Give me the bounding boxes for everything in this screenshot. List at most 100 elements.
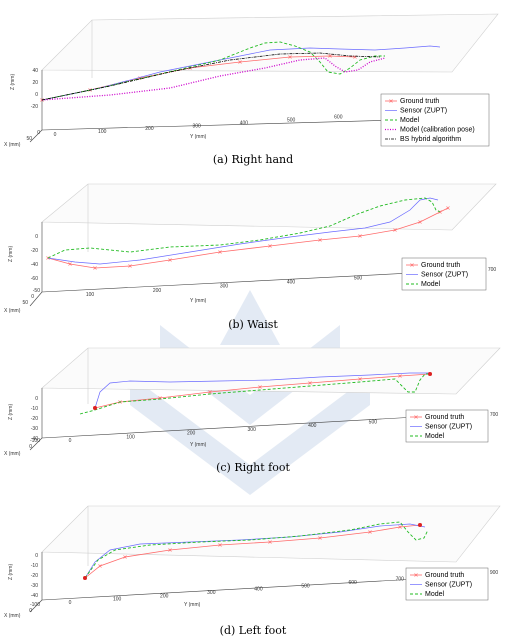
series-d: [83, 521, 429, 580]
legend-label-c-model: Model: [425, 433, 445, 440]
z-tick-b-3: -60: [31, 276, 38, 282]
series-point-c-ground_truth-5: [308, 381, 312, 385]
legend-label-d-sensor: Sensor (ZUPT): [425, 582, 472, 589]
x-tick-b-0: -50: [33, 288, 40, 294]
y-tick-b-2: 300: [220, 284, 229, 290]
y-tick-a-0: 0: [54, 132, 57, 138]
z-tick-d-3: -30: [31, 583, 38, 589]
y-tick-a-4: 400: [240, 120, 249, 126]
legend-marker-b-ground_truth: [410, 263, 414, 267]
endpoint-marker-d-0: [83, 576, 87, 580]
series-point-b-ground_truth-9: [393, 228, 397, 232]
series-point-d-ground_truth-4: [218, 543, 222, 547]
z-tick-a-1: 20: [32, 80, 38, 86]
y-tick-c-7: 700: [490, 412, 499, 418]
series-point-c-ground_truth-7: [398, 374, 402, 378]
z-tick-b-2: -40: [31, 262, 38, 268]
xlabel-c: X (mm): [4, 451, 21, 457]
y-tick-d-2: 200: [160, 593, 169, 599]
series-point-d-ground_truth-6: [318, 536, 322, 540]
y-tick-c-2: 200: [187, 431, 196, 437]
series-point-b-ground_truth-4: [168, 258, 172, 262]
series-point-b-ground_truth-6: [268, 244, 272, 248]
legend-a: Ground truth Sensor (ZUPT) Model Model (cal…: [380, 93, 490, 147]
series-line-b-model: [47, 197, 441, 259]
caption-a: (a) Right hand: [212, 153, 294, 166]
y-tick-a-6: 600: [334, 115, 343, 121]
caption-d: (d) Left foot: [219, 624, 287, 637]
z-tick-d-0: 0: [35, 553, 38, 559]
z-tick-a-2: 0: [35, 92, 38, 98]
y-tick-a-3: 300: [192, 123, 201, 129]
caption-b: (b) Waist: [228, 318, 278, 331]
y-tick-a-5: 500: [287, 118, 296, 124]
legend-label-a-ground_truth: Ground truth: [400, 98, 439, 105]
xlabel-b: X (mm): [4, 308, 21, 314]
y-tick-c-0: 0: [69, 438, 72, 444]
series-b: [46, 197, 450, 270]
z-tick-a-3: -20: [31, 104, 38, 110]
series-point-d-ground_truth-2: [123, 555, 127, 559]
endpoint-marker-d-1: [418, 523, 422, 527]
legend-marker-c-ground_truth: [414, 415, 418, 419]
series-line-b-sensor: [47, 197, 439, 265]
legend-b: Ground truth Sensor (ZUPT) Model: [401, 257, 487, 291]
ylabel-a: Y (mm): [190, 134, 207, 140]
y-tick-d-7: 700: [396, 577, 405, 583]
y-tick-b-1: 200: [153, 288, 162, 294]
z-tick-c-3: -30: [31, 426, 38, 432]
series-point-d-ground_truth-5: [268, 540, 272, 544]
series-point-c-ground_truth-6: [358, 377, 362, 381]
series-point-d-ground_truth-7: [368, 530, 372, 534]
legend-label-d-ground_truth: Ground truth: [425, 572, 464, 579]
zlabel-b: Z (mm): [8, 246, 14, 262]
y-tick-d-1: 100: [113, 597, 122, 603]
z-tick-d-2: -20: [31, 573, 38, 579]
legend-label-c-sensor: Sensor (ZUPT): [425, 424, 472, 431]
series-line-a-model: [41, 41, 385, 101]
y-tick-d-0: 0: [69, 600, 72, 606]
xlabel-d: X (mm): [4, 613, 21, 619]
zlabel-d: Z (mm): [8, 564, 14, 580]
legend-label-a-sensor: Sensor (ZUPT): [400, 108, 447, 115]
series-point-d-ground_truth-3: [168, 548, 172, 552]
legend-d: Ground truth Sensor (ZUPT) Model: [405, 567, 489, 601]
zlabel-a: Z (mm): [10, 74, 16, 90]
y-tick-d-6: 600: [348, 580, 357, 586]
y-tick-b-4: 500: [354, 275, 363, 281]
legend-marker-d-ground_truth: [414, 573, 418, 577]
x-tick-d-0: -100: [30, 602, 40, 608]
ylabel-d: Y (mm): [184, 602, 201, 608]
series-point-b-ground_truth-5: [218, 250, 222, 254]
series-line-a-sensor: [41, 45, 441, 101]
legend-label-b-model: Model: [421, 281, 441, 288]
legend-label-a-model_calib: Model (calibration pose): [400, 127, 475, 134]
z-ticks-c: 0 -10 -20 -30 -40: [31, 396, 38, 442]
caption-c: (c) Right foot: [216, 461, 290, 474]
legend-c: Ground truth Sensor (ZUPT) Model: [405, 409, 489, 443]
z-tick-c-4: -40: [31, 436, 38, 442]
x-tick-b-2: 50: [22, 300, 28, 306]
x-tick-a-1: 50: [26, 136, 32, 142]
legend-label-b-sensor: Sensor (ZUPT): [421, 272, 468, 279]
y-tick-a-2: 200: [145, 126, 154, 132]
axes-box-c: [29, 347, 501, 451]
series-point-a-ground_truth-4: [238, 60, 242, 64]
series-a: [40, 41, 441, 102]
z-ticks-d: 0 -10 -20 -30 -40: [31, 553, 38, 599]
y-tick-d-5: 500: [301, 583, 310, 589]
series-line-a-hybrid: [41, 52, 381, 101]
x-tick-b-1: 0: [31, 294, 34, 300]
series-point-b-ground_truth-1: [68, 262, 72, 266]
series-point-b-ground_truth-10: [418, 220, 422, 224]
legend-label-a-model: Model: [400, 117, 420, 124]
z-tick-a-0: 40: [32, 68, 38, 74]
y-tick-c-4: 400: [308, 423, 317, 429]
z-tick-d-4: -40: [31, 593, 38, 599]
ylabel-b: Y (mm): [190, 298, 207, 304]
z-tick-c-2: -20: [31, 416, 38, 422]
